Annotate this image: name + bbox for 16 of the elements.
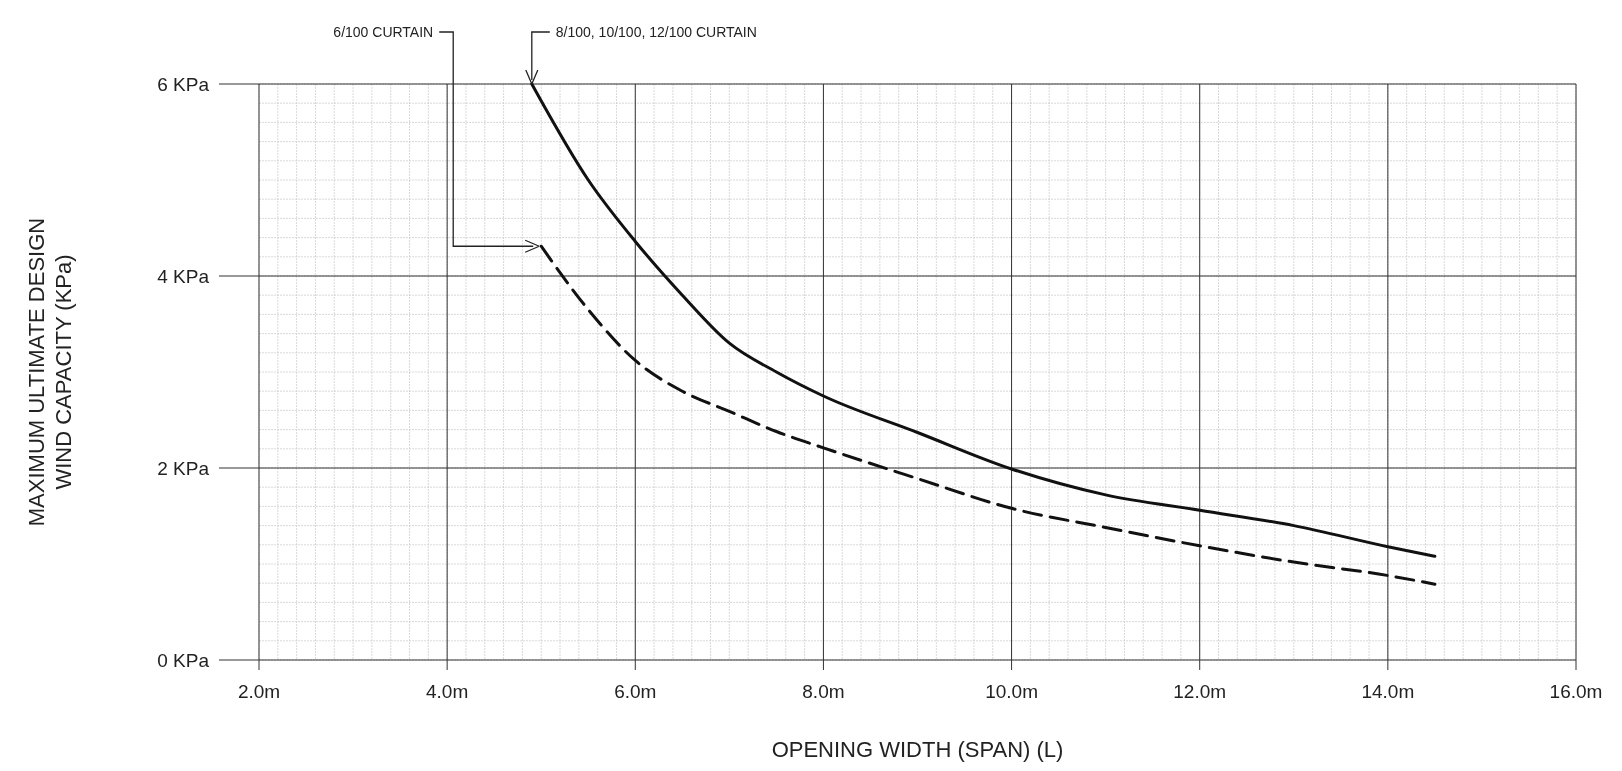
annotation: 6/100 CURTAIN (333, 24, 434, 40)
x-tick-label: 2.0m (237, 681, 281, 702)
x-tick-label: 8.0m (802, 681, 845, 702)
x-axis-title: OPENING WIDTH (SPAN) (L) (771, 737, 1064, 762)
x-tick-label: 10.0m (985, 681, 1038, 702)
x-tick-label: 4.0m (426, 681, 469, 702)
x-tick-label: 16.0m (1549, 681, 1603, 702)
y-tick-label: 6 KPa (157, 74, 210, 95)
x-tick-label: 14.0m (1361, 681, 1415, 702)
y-axis-title: MAXIMUM ULTIMATE DESIGN WIND CAPACITY (KPa) (24, 217, 76, 527)
x-tick-label: 6.0m (614, 681, 657, 702)
x-tick-label: 12.0m (1173, 681, 1227, 702)
y-tick-label: 2 KPa (157, 458, 210, 479)
y-tick-label: 4 KPa (157, 266, 210, 287)
annotation: 8/100, 10/100, 12/100 CURTAIN (555, 24, 757, 40)
y-tick-label: 0 KPa (157, 650, 210, 671)
